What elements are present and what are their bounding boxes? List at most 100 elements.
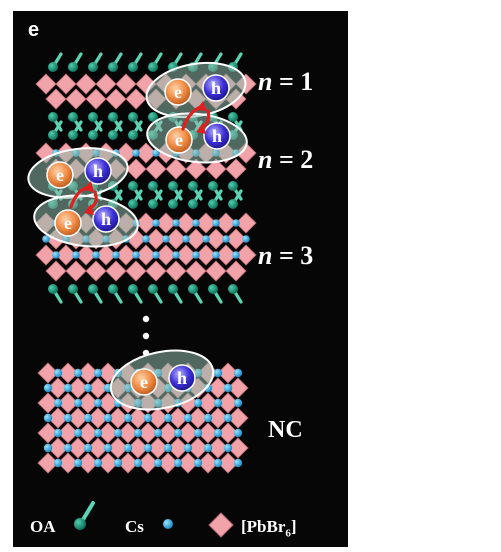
pbbr6-octahedron	[205, 260, 227, 282]
pbbr6-octahedron	[167, 407, 189, 429]
pbbr6-octahedron	[65, 260, 87, 282]
legend-oa-icon	[74, 518, 86, 530]
legend-pbbr6-label: [PbBr6]	[241, 517, 297, 540]
cs-atom	[123, 443, 133, 453]
pbbr6-octahedron	[105, 88, 127, 110]
cs-atom	[142, 235, 150, 243]
arrow-head	[83, 181, 94, 192]
cs-atom	[73, 458, 83, 468]
oa-ligand	[128, 181, 138, 191]
pbbr6-octahedron	[235, 212, 257, 234]
pbbr6-octahedron	[135, 212, 157, 234]
cs-atom	[152, 251, 160, 259]
pbbr6-octahedron	[165, 228, 187, 250]
cs-atom	[193, 428, 203, 438]
pbbr6-octahedron	[47, 407, 69, 429]
pbbr6-octahedron	[37, 392, 59, 414]
cs-atom	[123, 413, 133, 423]
electron-icon	[46, 161, 74, 189]
hole-label: h	[101, 209, 111, 229]
legend-cs-icon	[163, 519, 173, 529]
cs-atom	[223, 443, 233, 453]
oa-ligand	[148, 62, 158, 72]
oa-ligand	[108, 112, 118, 122]
pbbr6-octahedron	[77, 422, 99, 444]
hole-label: h	[177, 368, 187, 388]
electron-label: e	[56, 165, 64, 185]
pbbr6-octahedron	[227, 377, 249, 399]
cs-atom	[113, 458, 123, 468]
cs-atom	[192, 251, 200, 259]
cs-atom	[163, 443, 173, 453]
cs-atom	[113, 428, 123, 438]
oa-ligand	[48, 284, 58, 294]
pbbr6-octahedron	[125, 88, 147, 110]
pbbr6-octahedron	[85, 260, 107, 282]
pbbr6-octahedron	[35, 244, 57, 266]
hole-label: h	[93, 161, 103, 181]
pbbr6-octahedron	[157, 452, 179, 474]
pbbr6-octahedron	[197, 452, 219, 474]
pbbr6-octahedron	[127, 407, 149, 429]
cs-atom	[133, 428, 143, 438]
oa-ligand	[108, 62, 118, 72]
oa-ligand	[88, 130, 98, 140]
pbbr6-octahedron	[185, 158, 207, 180]
oa-ligand	[148, 181, 158, 191]
oa-ligand	[188, 284, 198, 294]
continuation-dot	[142, 315, 150, 323]
exciton-shell	[109, 349, 215, 411]
oa-ligand	[48, 130, 58, 140]
cs-atom	[103, 413, 113, 423]
exciton-layer: e he he he he h	[27, 61, 248, 411]
pbbr6-octahedron	[117, 452, 139, 474]
oa-ligand	[108, 130, 118, 140]
pbbr6-octahedron	[127, 437, 149, 459]
oa-ligand	[188, 199, 198, 209]
electron-label: e	[175, 130, 183, 150]
pbbr6-octahedron	[45, 88, 67, 110]
pbbr6-octahedron	[225, 228, 247, 250]
crystal-schematic: e he he he he h	[27, 52, 257, 538]
pbbr6-octahedron	[175, 212, 197, 234]
cs-atom	[53, 398, 63, 408]
pbbr6-octahedron	[135, 142, 157, 164]
cs-atom	[73, 398, 83, 408]
pbbr6-octahedron	[37, 362, 59, 384]
arrow-head	[84, 204, 94, 215]
pbbr6-octahedron	[75, 73, 97, 95]
cs-atom	[193, 458, 203, 468]
pbbr6-octahedron	[67, 377, 89, 399]
layer-label-n2: n = 2	[258, 145, 314, 174]
pbbr6-octahedron	[77, 392, 99, 414]
cs-atom	[112, 251, 120, 259]
electron-icon	[54, 209, 82, 237]
pbbr6-octahedron	[87, 407, 109, 429]
oa-ligand	[208, 284, 218, 294]
oa-ligand	[128, 130, 138, 140]
cs-atom	[233, 398, 243, 408]
pbbr6-octahedron	[97, 452, 119, 474]
oa-ligand	[148, 284, 158, 294]
pbbr6-octahedron	[177, 452, 199, 474]
cs-atom	[232, 219, 240, 227]
pbbr6-octahedron	[215, 244, 237, 266]
pbbr6-octahedron	[195, 212, 217, 234]
cs-atom	[213, 428, 223, 438]
pbbr6-octahedron	[155, 212, 177, 234]
pbbr6-octahedron	[67, 407, 89, 429]
cs-atom	[173, 428, 183, 438]
pbbr6-octahedron	[137, 452, 159, 474]
pbbr6-octahedron	[95, 244, 117, 266]
cs-atom	[203, 443, 213, 453]
pbbr6-octahedron	[85, 88, 107, 110]
pbbr6-octahedron	[55, 244, 77, 266]
legend-oa-label: OA	[30, 517, 56, 536]
cs-atom	[43, 413, 53, 423]
pbbr6-octahedron	[65, 88, 87, 110]
electron-icon	[165, 126, 193, 154]
oa-ligand	[208, 181, 218, 191]
